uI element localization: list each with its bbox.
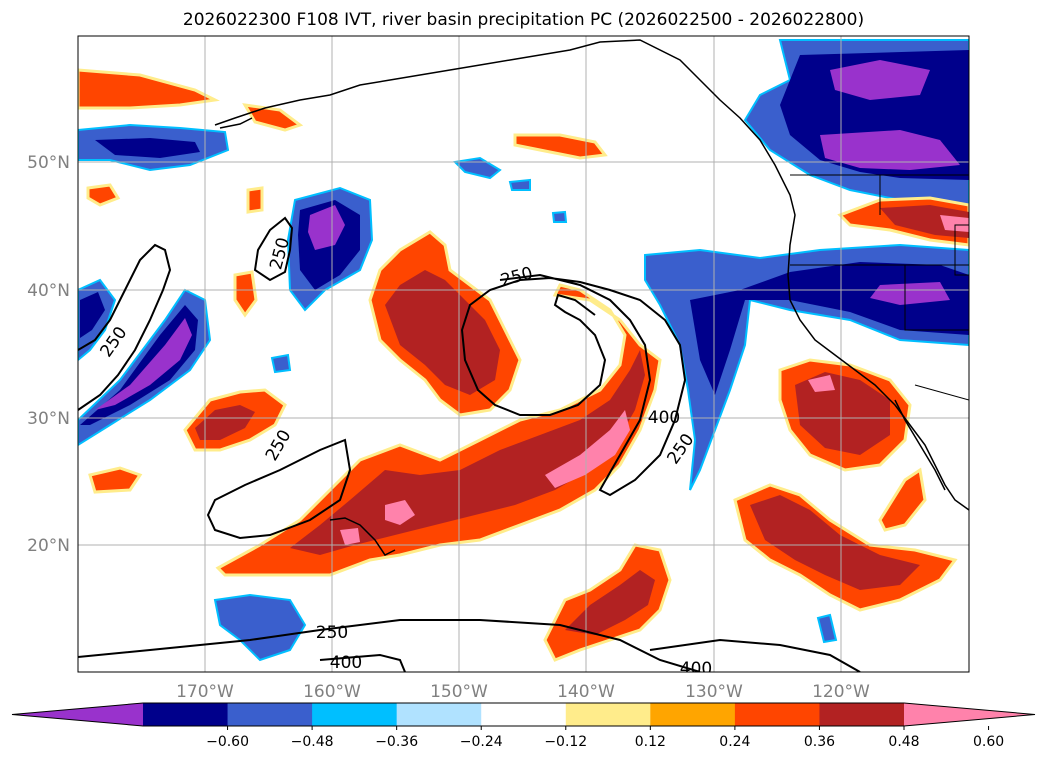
purple-region-160w bbox=[308, 205, 345, 250]
lon-label: 140°W bbox=[557, 682, 615, 702]
map-frame bbox=[77, 35, 970, 673]
purple-region-40n-coast bbox=[870, 282, 950, 305]
colorbar-tick-label: −0.60 bbox=[206, 734, 249, 750]
blue-region-small-1 bbox=[452, 156, 502, 180]
colorbar-tick-label: −0.36 bbox=[375, 734, 418, 750]
colorbar-extend-min bbox=[12, 703, 143, 726]
coastlines bbox=[214, 39, 969, 556]
red-region-baja bbox=[795, 372, 890, 455]
colorbar-segment bbox=[312, 703, 398, 726]
contour-250-spiral bbox=[460, 273, 687, 497]
orange-region-nw-small bbox=[242, 103, 304, 132]
lon-label: 120°W bbox=[812, 682, 870, 702]
contour-label: 400 bbox=[330, 653, 362, 673]
red-region-southeast bbox=[750, 495, 920, 590]
colorbar-tick-label: 0.36 bbox=[804, 734, 835, 750]
blue-region-small-4 bbox=[816, 613, 838, 644]
colorbar-tick-label: 0.12 bbox=[635, 734, 666, 750]
political-borders bbox=[790, 174, 969, 401]
map-title: 2026022300 F108 IVT, river basin precipi… bbox=[182, 10, 865, 30]
colorbar-tick-label: 0.48 bbox=[888, 734, 919, 750]
colorbar-tick-label: 0.60 bbox=[973, 734, 1004, 750]
colorbar-segment bbox=[650, 703, 736, 726]
orange-region-small-left bbox=[86, 183, 121, 207]
contour-250-400-south bbox=[78, 619, 701, 672]
navy-region-50n-west bbox=[95, 138, 200, 158]
contour-label: 400 bbox=[648, 408, 680, 428]
blue-region-small-2 bbox=[508, 178, 531, 191]
pink-region-45n-east bbox=[940, 215, 969, 232]
blue-region-small-3 bbox=[270, 353, 292, 374]
blue-region-small-5 bbox=[551, 210, 568, 223]
ivt-contours bbox=[78, 216, 861, 672]
contour-250-165w bbox=[206, 438, 352, 540]
lon-label: 170°W bbox=[176, 682, 234, 702]
purple-region-north-canada bbox=[820, 130, 960, 170]
pink-region-long-swath-3 bbox=[340, 528, 360, 545]
colorbar-tick-label: −0.12 bbox=[544, 734, 587, 750]
contour-250-west bbox=[78, 243, 172, 411]
orange-region-140w-top bbox=[513, 133, 608, 160]
graticule bbox=[78, 36, 969, 672]
contour-250-160w bbox=[253, 216, 294, 282]
lat-label: 30°N bbox=[27, 409, 70, 429]
lon-label: 160°W bbox=[303, 682, 361, 702]
longitude-labels: 170°W 160°W 150°W 140°W 130°W 120°W bbox=[176, 682, 870, 702]
lat-label: 50°N bbox=[27, 153, 70, 173]
contour-label: 400 bbox=[680, 659, 712, 679]
red-region-long-swath bbox=[290, 350, 645, 555]
lon-label: 130°W bbox=[685, 682, 743, 702]
pink-region-baja bbox=[808, 375, 835, 392]
colorbar-tick-label: −0.48 bbox=[291, 734, 334, 750]
pink-region-long-swath-2 bbox=[385, 500, 415, 525]
colorbar-segment bbox=[819, 703, 905, 726]
navy-region-west-swath bbox=[80, 292, 105, 338]
purple-region-west-swath bbox=[95, 318, 192, 410]
purple-region-north-canada-2 bbox=[830, 60, 930, 100]
navy-region-west-swath-2 bbox=[80, 305, 198, 425]
colorbar-extend-max bbox=[904, 703, 1035, 726]
colorbar-outline bbox=[11, 702, 1036, 727]
lat-label: 20°N bbox=[27, 536, 70, 556]
colorbar: −0.60 −0.48 −0.36 −0.24 −0.12 0.12 0.24 0.36 0.4… bbox=[11, 702, 1036, 750]
positive-precip-regions bbox=[78, 68, 969, 662]
colorbar-segment bbox=[227, 703, 313, 726]
colorbar-tick-label: 0.24 bbox=[719, 734, 750, 750]
latitude-labels: 50°N 40°N 30°N 20°N bbox=[27, 153, 70, 556]
negative-precip-regions bbox=[78, 39, 969, 662]
contour-400-east bbox=[649, 638, 861, 672]
blue-region-south-hawaii bbox=[213, 593, 307, 662]
red-region-165w-30n bbox=[195, 405, 255, 440]
pink-region-long-swath-1 bbox=[545, 410, 630, 488]
orange-region-small-left-2 bbox=[246, 186, 264, 214]
colorbar-tick-label: −0.24 bbox=[460, 734, 503, 750]
orange-region-small-far-left bbox=[88, 466, 143, 494]
colorbar-segment bbox=[734, 703, 820, 726]
colorbar-segment bbox=[481, 703, 567, 726]
colorbar-segment bbox=[396, 703, 482, 726]
contour-400-south bbox=[319, 653, 406, 672]
orange-region-small-mid bbox=[233, 270, 258, 318]
red-region-south-central bbox=[565, 570, 655, 635]
red-region-spiral-north bbox=[385, 270, 500, 395]
lon-label: 150°W bbox=[430, 682, 488, 702]
colorbar-segment bbox=[565, 703, 651, 726]
orange-region-long-swath bbox=[215, 283, 662, 577]
lat-label: 40°N bbox=[27, 281, 70, 301]
colorbar-segment bbox=[143, 703, 229, 726]
orange-region-east-small bbox=[878, 467, 927, 532]
contour-label: 250 bbox=[316, 623, 348, 643]
orange-region-nw bbox=[78, 68, 220, 110]
